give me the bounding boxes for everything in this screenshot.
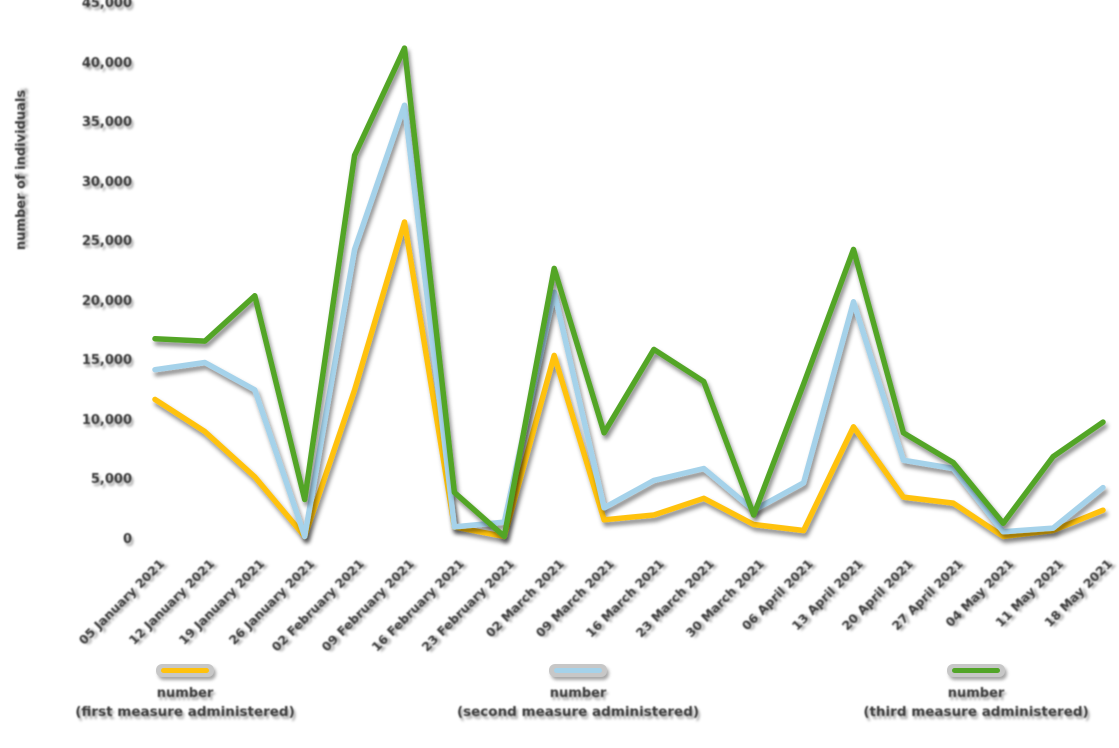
y-axis-label: 20,000 [81,293,132,309]
legend-entry-third: number (third measure administered) [826,664,1119,720]
legend-line-green [952,668,1000,673]
y-axis-title: number of individuals [14,89,29,251]
legend-name: number [947,686,1005,701]
series-line-3 [152,45,1106,540]
legend-sublabel: (first measure administered) [75,704,295,720]
legend-entry-first: number (first measure administered) [35,664,335,720]
legend-swatch-green [947,664,1005,677]
legend-name: number [156,686,214,701]
y-axis-label: 15,000 [81,353,132,369]
legend-line-yellow [161,668,209,673]
legend-name: number [549,686,607,701]
series-line-2 [152,102,1106,540]
y-axis-label: 10,000 [81,412,132,428]
legend-swatch-blue [549,664,607,677]
legend-swatch-yellow [156,664,214,677]
legend-sublabel: (third measure administered) [863,704,1089,720]
legend-line-blue [554,668,602,673]
y-axis-label: 25,000 [81,234,132,250]
y-axis-label: 45,000 [81,0,132,11]
y-axis-label: 40,000 [81,55,132,71]
y-axis-label: 35,000 [81,115,132,131]
legend-entry-second: number (second measure administered) [428,664,728,720]
series-line-1 [152,219,1106,540]
y-axis-label: 0 [122,532,132,547]
y-axis-label: 30,000 [81,174,132,190]
legend-sublabel: (second measure administered) [456,704,700,720]
y-axis-label: 5,000 [90,472,132,488]
